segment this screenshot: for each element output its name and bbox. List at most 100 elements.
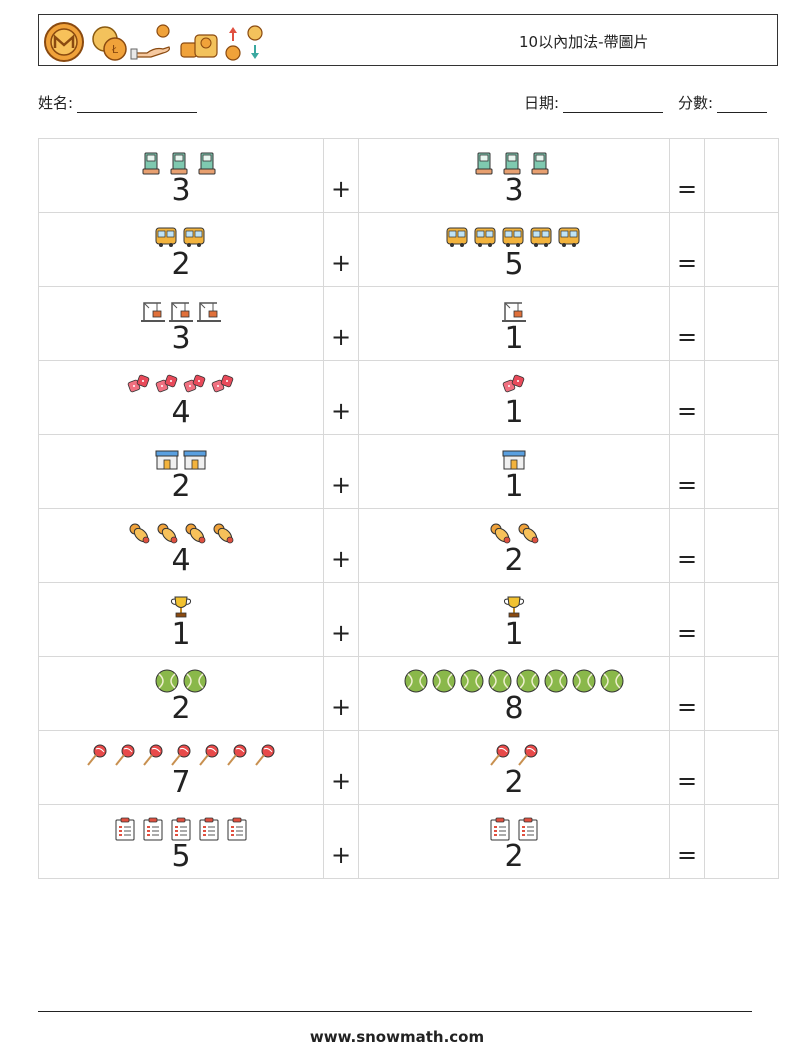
name-line[interactable]: [77, 98, 198, 113]
plus-sign: +: [330, 544, 352, 573]
b-icons: [404, 663, 624, 693]
answer-cell[interactable]: [704, 286, 779, 361]
tennis-ball-icon: [600, 669, 624, 692]
pacifier-icon: [490, 523, 511, 543]
answer-cell[interactable]: [704, 508, 779, 583]
score-field: 分數:: [678, 92, 768, 113]
score-line[interactable]: [717, 98, 768, 113]
lollipop-icon: [87, 744, 107, 766]
operand-b-cell: 8: [358, 656, 670, 731]
operand-a: 7: [171, 764, 191, 800]
lollipop-icon: [115, 744, 135, 766]
operand-a: 5: [171, 838, 191, 874]
lollipop-icon: [518, 744, 538, 766]
clipboard-icon: [518, 817, 538, 840]
operand-a: 1: [171, 616, 191, 652]
a-icons: [141, 293, 221, 323]
shop-icon: [183, 450, 207, 469]
bus-icon: [183, 227, 205, 247]
pacifier-icon: [157, 523, 178, 543]
plus-cell: +: [323, 582, 359, 657]
plus-cell: +: [323, 212, 359, 287]
operand-b: 1: [504, 468, 524, 504]
operand-b-cell: 2: [358, 730, 670, 805]
bus-icon: [446, 227, 468, 247]
atm-icon: [198, 152, 216, 174]
answer-cell[interactable]: [704, 212, 779, 287]
b-icons: [502, 589, 526, 619]
operand-b: 8: [504, 690, 524, 726]
shop-icon: [155, 450, 179, 469]
operand-a-cell: 2: [38, 656, 324, 731]
problem-row: 3 +1 =: [38, 286, 779, 361]
score-label: 分數:: [678, 94, 714, 112]
answer-cell[interactable]: [704, 138, 779, 213]
equals-cell: =: [669, 804, 705, 879]
b-icons: [474, 145, 554, 175]
a-icons: [127, 515, 235, 545]
plus-sign: +: [330, 396, 352, 425]
bus-icon: [530, 227, 552, 247]
operand-a-cell: 7: [38, 730, 324, 805]
dice-icon: [502, 374, 525, 392]
problem-row: 1 +1 =: [38, 582, 779, 657]
plus-cell: +: [323, 730, 359, 805]
atm-icon: [142, 152, 160, 174]
atm-icon: [531, 152, 549, 174]
tennis-ball-icon: [572, 669, 596, 692]
answer-cell[interactable]: [704, 434, 779, 509]
a-icons: [127, 367, 235, 397]
answer-cell[interactable]: [704, 582, 779, 657]
clipboard-icon: [227, 817, 247, 840]
pacifier-icon: [213, 523, 234, 543]
tennis-ball-icon: [460, 669, 484, 692]
equals-cell: =: [669, 360, 705, 435]
operand-a: 3: [171, 320, 191, 356]
crane-icon: [141, 301, 165, 322]
clipboard-icon: [143, 817, 163, 840]
operand-a-cell: 4: [38, 508, 324, 583]
lollipop-icon: [490, 744, 510, 766]
plus-sign: +: [330, 766, 352, 795]
equals-cell: =: [669, 656, 705, 731]
date-line[interactable]: [563, 98, 664, 113]
a-icons: [155, 441, 207, 471]
plus-cell: +: [323, 360, 359, 435]
operand-a-cell: 3: [38, 138, 324, 213]
bus-icon: [558, 227, 580, 247]
answer-cell[interactable]: [704, 360, 779, 435]
dice-icon: [155, 374, 178, 392]
operand-a-cell: 3: [38, 286, 324, 361]
tennis-ball-icon: [488, 669, 512, 692]
operand-a: 3: [171, 172, 191, 208]
operand-b-cell: 2: [358, 508, 670, 583]
clipboard-icon: [199, 817, 219, 840]
equals-cell: =: [669, 138, 705, 213]
operand-a: 2: [171, 690, 191, 726]
operand-b: 2: [504, 764, 524, 800]
plus-cell: +: [323, 656, 359, 731]
plus-cell: +: [323, 138, 359, 213]
operand-b-cell: 1: [358, 434, 670, 509]
equals-sign: =: [676, 322, 698, 351]
tennis-ball-icon: [516, 669, 540, 692]
operand-a: 2: [171, 246, 191, 282]
answer-cell[interactable]: [704, 730, 779, 805]
b-icons: [488, 515, 540, 545]
answer-cell[interactable]: [704, 656, 779, 731]
exchange-icon: [225, 25, 263, 61]
equals-sign: =: [676, 174, 698, 203]
operand-b: 5: [504, 246, 524, 282]
operand-b: 3: [504, 172, 524, 208]
date-field: 日期:: [524, 92, 664, 113]
bus-icon: [502, 227, 524, 247]
answer-cell[interactable]: [704, 804, 779, 879]
lollipop-icon: [143, 744, 163, 766]
coin-stack-icon: [180, 34, 218, 58]
footer-divider: [38, 1011, 752, 1012]
plus-cell: +: [323, 434, 359, 509]
svg-text:Ł: Ł: [111, 43, 119, 56]
name-field: 姓名:: [38, 92, 198, 113]
a-icons: [155, 663, 207, 693]
problem-row: 2 +1 =: [38, 434, 779, 509]
